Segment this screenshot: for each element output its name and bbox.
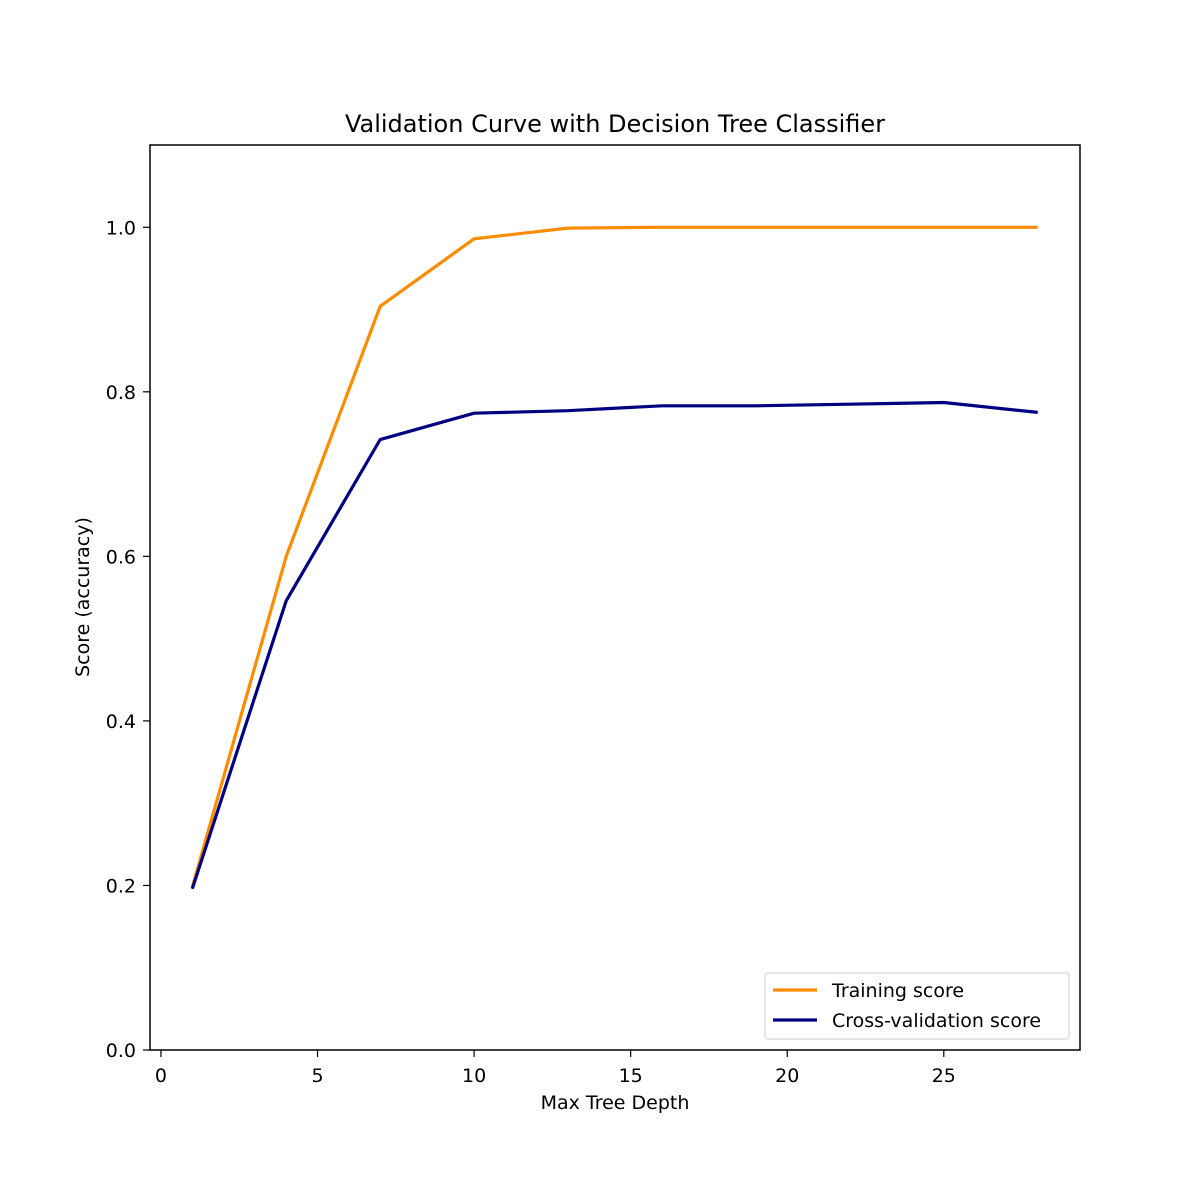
y-tick-label: 0.4 bbox=[106, 711, 136, 733]
legend-box bbox=[764, 972, 1070, 1040]
legend: Training score Cross-validation score bbox=[764, 972, 1070, 1040]
x-axis: 0 5 10 15 20 25 bbox=[155, 1050, 956, 1087]
y-tick-label: 0.2 bbox=[106, 875, 136, 897]
x-tick-label: 25 bbox=[932, 1065, 956, 1087]
x-tick-label: 0 bbox=[155, 1065, 167, 1087]
x-tick-label: 10 bbox=[462, 1065, 486, 1087]
y-tick-label: 0.0 bbox=[106, 1040, 136, 1062]
legend-entry-label: Training score bbox=[831, 980, 964, 1002]
chart-title: Validation Curve with Decision Tree Clas… bbox=[345, 110, 885, 138]
series-line-training-score bbox=[190, 225, 1038, 888]
y-tick-label: 1.0 bbox=[106, 217, 136, 239]
series-lines bbox=[190, 225, 1038, 890]
x-tick-label: 20 bbox=[775, 1065, 799, 1087]
x-tick-label: 5 bbox=[311, 1065, 323, 1087]
legend-entry-label: Cross-validation score bbox=[832, 1010, 1041, 1032]
x-axis-label: Max Tree Depth bbox=[541, 1092, 690, 1114]
y-axis-label: Score (accuracy) bbox=[72, 517, 94, 677]
y-tick-label: 0.8 bbox=[106, 382, 136, 404]
series-line-cross-validation-score bbox=[190, 400, 1038, 890]
y-tick-label: 0.6 bbox=[106, 546, 136, 568]
y-axis: 0.0 0.2 0.4 0.6 0.8 1.0 bbox=[106, 217, 150, 1062]
plot-frame bbox=[149, 144, 1081, 1051]
x-tick-label: 15 bbox=[619, 1065, 643, 1087]
